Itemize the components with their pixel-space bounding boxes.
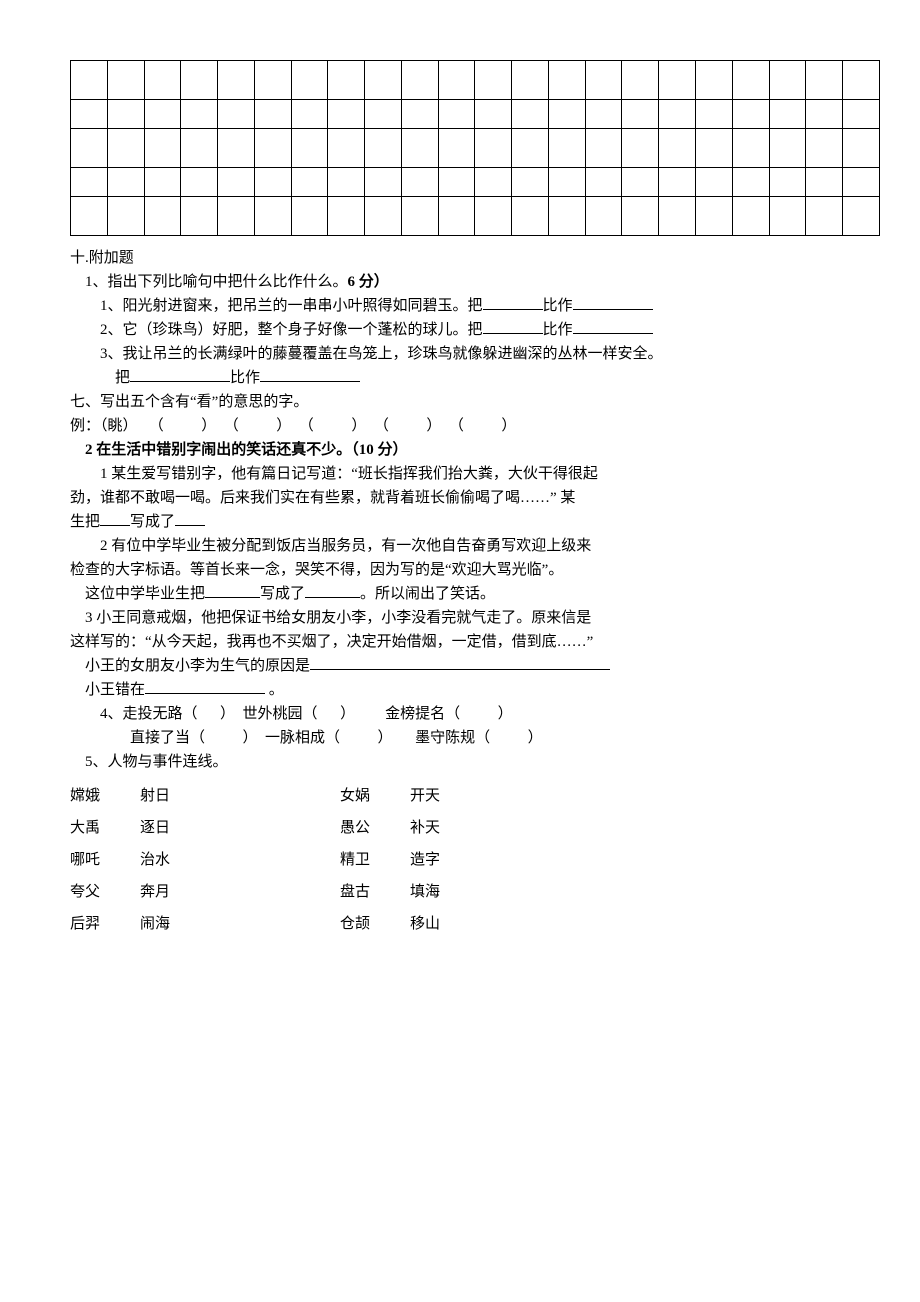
q2-p3-line1: 3 小王同意戒烟，他把保证书给女朋友小李，小李没看完就气走了。原来信是 bbox=[70, 606, 880, 630]
match-right-person: 女娲 bbox=[340, 780, 410, 812]
q1-item-3-line1: 3、我让吊兰的长满绿叶的藤蔓覆盖在鸟笼上，珍珠鸟就像躲进幽深的丛林一样安全。 bbox=[70, 342, 880, 366]
q4-i1f: ） bbox=[498, 706, 513, 722]
blank-input[interactable] bbox=[145, 678, 265, 694]
q2-p2-line1: 2 有位中学毕业生被分配到饭店当服务员，有一次他自告奋勇写欢迎上级来 bbox=[70, 534, 880, 558]
q1-lead-text: 1、指出下列比喻句中把什么比作什么。 bbox=[85, 274, 348, 290]
q2-p2c-pre: 这位中学毕业生把 bbox=[85, 586, 205, 602]
q4-i1b: ） bbox=[220, 706, 235, 722]
grid-row bbox=[71, 100, 880, 129]
match-row: 哪吒 治水 精卫 造字 bbox=[70, 844, 880, 876]
q1-lead: 1、指出下列比喻句中把什么比作什么。6 分） bbox=[70, 270, 880, 294]
blank-input[interactable] bbox=[130, 366, 230, 382]
match-left-person: 哪吒 bbox=[70, 844, 140, 876]
q4-i1c: 世外桃园（ bbox=[243, 706, 318, 722]
q4-i2a: 直接了当（ bbox=[130, 730, 205, 746]
match-left-event: 逐日 bbox=[140, 812, 340, 844]
match-row: 后羿 闹海 仓颉 移山 bbox=[70, 908, 880, 940]
q1c-mid: 比作 bbox=[230, 370, 260, 386]
q4-lead: 4、 bbox=[100, 706, 123, 722]
blank-input[interactable] bbox=[260, 366, 360, 382]
match-left-person: 大禹 bbox=[70, 812, 140, 844]
q1-points: 6 分） bbox=[348, 274, 389, 290]
blank-input[interactable] bbox=[305, 582, 360, 598]
q2-p2c-post: 。所以闹出了笑话。 bbox=[360, 586, 495, 602]
q2-p2c-mid: 写成了 bbox=[260, 586, 305, 602]
writing-grid bbox=[70, 60, 880, 236]
match-right-person: 仓颉 bbox=[340, 908, 410, 940]
match-right-event: 开天 bbox=[410, 780, 880, 812]
match-left-event: 射日 bbox=[140, 780, 340, 812]
match-left-person: 嫦娥 bbox=[70, 780, 140, 812]
q2-heading-points: 10 分） bbox=[359, 442, 408, 458]
section-7-heading: 七、写出五个含有“看”的意思的字。 bbox=[70, 390, 880, 414]
q4-i2b: ） bbox=[243, 730, 258, 746]
q4-i2d: ） bbox=[378, 730, 393, 746]
q1b-mid: 比作 bbox=[543, 322, 573, 338]
section-7-example: 例：（眺） （） （） （） （） （） bbox=[70, 414, 880, 438]
blank-input[interactable] bbox=[175, 510, 205, 526]
q4-i2f: ） bbox=[528, 730, 543, 746]
grid-row bbox=[71, 197, 880, 236]
q2-heading: 2 在生活中错别字闹出的笑话还真不少。（10 分） bbox=[70, 438, 880, 462]
match-row: 嫦娥 射日 女娲 开天 bbox=[70, 780, 880, 812]
blank-input[interactable] bbox=[573, 318, 653, 334]
match-row: 夸父 奔月 盘古 填海 bbox=[70, 876, 880, 908]
q4-i1d: ） bbox=[340, 706, 355, 722]
q1a-pre: 1、阳光射进窗来，把吊兰的一串串小叶照得如同碧玉。把 bbox=[100, 298, 483, 314]
q1a-mid: 比作 bbox=[543, 298, 573, 314]
q2-p3-line2: 这样写的：“从今天起，我再也不买烟了，决定开始借烟，一定借，借到底……” bbox=[70, 630, 880, 654]
q2-heading-pre: 2 在生活中错别字闹出的笑话还真不少。（ bbox=[85, 442, 359, 458]
q2-p3d-pre: 小王错在 bbox=[85, 682, 145, 698]
match-left-event: 治水 bbox=[140, 844, 340, 876]
q2-p1-line2: 劲，谁都不敢喝一喝。后来我们实在有些累，就背着班长偷偷喝了喝……” 某 bbox=[70, 486, 880, 510]
blank-input[interactable] bbox=[205, 582, 260, 598]
q2-p3-line4: 小王错在 。 bbox=[70, 678, 880, 702]
section-10-heading: 十.附加题 bbox=[70, 246, 880, 270]
q4-line1: 4、走投无路（ ） 世外桃园（ ） 金榜提名（ ） bbox=[70, 702, 880, 726]
q2-p1c-post: 写成了 bbox=[130, 514, 175, 530]
match-left-event: 奔月 bbox=[140, 876, 340, 908]
match-right-person: 盘古 bbox=[340, 876, 410, 908]
match-table: 嫦娥 射日 女娲 开天 大禹 逐日 愚公 补天 哪吒 治水 精卫 造字 夸父 奔… bbox=[70, 780, 880, 940]
match-right-event: 造字 bbox=[410, 844, 880, 876]
q2-p1-line3: 生把 写成了 bbox=[70, 510, 880, 534]
q4-line2: 直接了当（ ） 一脉相成（ ） 墨守陈规（ ） bbox=[70, 726, 880, 750]
q1-item-1: 1、阳光射进窗来，把吊兰的一串串小叶照得如同碧玉。把 比作 bbox=[70, 294, 880, 318]
match-left-event: 闹海 bbox=[140, 908, 340, 940]
match-row: 大禹 逐日 愚公 补天 bbox=[70, 812, 880, 844]
q2-p3c: 小王的女朋友小李为生气的原因是 bbox=[85, 658, 310, 674]
q2-p1-line1: 1 某生爱写错别字，他有篇日记写道：“班长指挥我们抬大粪，大伙干得很起 bbox=[70, 462, 880, 486]
example-label: 例：（眺） bbox=[70, 418, 138, 434]
blank-input[interactable] bbox=[310, 654, 610, 670]
match-right-person: 愚公 bbox=[340, 812, 410, 844]
match-left-person: 后羿 bbox=[70, 908, 140, 940]
blank-input[interactable] bbox=[573, 294, 653, 310]
blank-input[interactable] bbox=[483, 318, 543, 334]
q2-p1c-pre: 生把 bbox=[70, 514, 100, 530]
match-right-event: 补天 bbox=[410, 812, 880, 844]
blank-input[interactable] bbox=[100, 510, 130, 526]
q2-p3-line3: 小王的女朋友小李为生气的原因是 bbox=[70, 654, 880, 678]
match-right-event: 移山 bbox=[410, 908, 880, 940]
q1c-pre: 把 bbox=[115, 370, 130, 386]
blank-input[interactable] bbox=[483, 294, 543, 310]
q1-item-2: 2、它（珍珠鸟）好肥，整个身子好像一个蓬松的球儿。把 比作 bbox=[70, 318, 880, 342]
q4-i2e: 墨守陈规（ bbox=[415, 730, 490, 746]
q2-p2-line2: 检查的大字标语。等首长来一念，哭笑不得，因为写的是“欢迎大骂光临”。 bbox=[70, 558, 880, 582]
grid-row bbox=[71, 129, 880, 168]
grid-row bbox=[71, 168, 880, 197]
q5-heading: 5、人物与事件连线。 bbox=[70, 750, 880, 774]
match-right-event: 填海 bbox=[410, 876, 880, 908]
q2-p3d-post: 。 bbox=[269, 682, 284, 698]
grid-row bbox=[71, 61, 880, 100]
q2-p2-line3: 这位中学毕业生把 写成了 。所以闹出了笑话。 bbox=[70, 582, 880, 606]
match-left-person: 夸父 bbox=[70, 876, 140, 908]
q4-i1a: 走投无路（ bbox=[123, 706, 198, 722]
q1-item-3-line2: 把 比作 bbox=[70, 366, 880, 390]
q1b-pre: 2、它（珍珠鸟）好肥，整个身子好像一个蓬松的球儿。把 bbox=[100, 322, 483, 338]
match-right-person: 精卫 bbox=[340, 844, 410, 876]
q4-i1e: 金榜提名（ bbox=[385, 706, 460, 722]
q4-i2c: 一脉相成（ bbox=[265, 730, 340, 746]
